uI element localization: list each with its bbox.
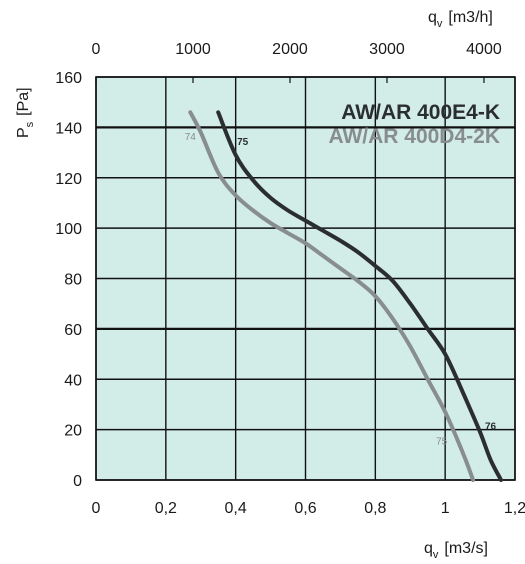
bottom-axis-title: qv [m3/s] [424, 540, 488, 561]
x-tick-label-1: 0,2 [155, 500, 177, 517]
series-lines [188, 110, 503, 482]
point-labels: 74 75 75 76 [185, 132, 497, 448]
top-tick-label-3: 3000 [369, 41, 405, 58]
x-tick-label-0: 0 [92, 500, 101, 517]
y-tick-label-8: 160 [55, 70, 82, 87]
y-tick-label-0: 0 [73, 473, 82, 490]
plot-border [95, 76, 516, 481]
top-tick-label-2: 2000 [272, 41, 308, 58]
series-line-1 [188, 110, 476, 482]
top-tick-label-1: 1000 [175, 41, 211, 58]
top-axis-title-unit: [m3/h] [448, 9, 492, 26]
x-tick-label-2: 0,4 [225, 500, 247, 517]
x-tick-label-6: 1,2 [504, 500, 525, 517]
tick-labels: 0 20 40 60 80 100 120 140 160 0 0,2 0,4 0,6 0,8 1 1,2 0 1… [55, 41, 525, 517]
bottom-axis-title-sub: v [433, 549, 439, 561]
y-tick-label-2: 40 [64, 372, 82, 389]
top-axis-title-symbol: q [428, 9, 437, 26]
bottom-axis-title-unit: [m3/s] [444, 540, 488, 557]
x-tick-label-4: 0,8 [364, 500, 386, 517]
left-axis-title-sub: s [24, 121, 36, 127]
series-0-point-label-1: 76 [485, 422, 497, 433]
legend: AW/AR 400E4-KAW/AR 400D4-2K [328, 101, 500, 148]
y-tick-label-7: 140 [55, 120, 82, 137]
series-line-0 [216, 110, 503, 482]
top-tick-label-4: 4000 [466, 41, 502, 58]
legend-entry-0: AW/AR 400E4-K [341, 101, 500, 124]
series-1-point-label-0: 74 [185, 132, 197, 143]
y-tick-label-5: 100 [55, 221, 82, 238]
y-tick-label-4: 80 [64, 272, 82, 289]
left-axis-title-symbol: P [15, 127, 32, 138]
bottom-axis-title-symbol: q [424, 540, 433, 557]
x-tick-label-3: 0,6 [294, 500, 316, 517]
y-tick-label-6: 120 [55, 171, 82, 188]
legend-entry-1: AW/AR 400D4-2K [328, 125, 500, 148]
top-tick-label-0: 0 [92, 41, 101, 58]
series-1-point-label-1: 75 [436, 437, 448, 448]
left-axis-title-unit: [Pa] [15, 87, 32, 115]
left-axis-title: Ps [Pa] [15, 87, 36, 138]
y-tick-label-3: 60 [64, 322, 82, 339]
x-tick-label-5: 1 [441, 500, 450, 517]
y-tick-label-1: 20 [64, 423, 82, 440]
top-axis-title-sub: v [437, 18, 443, 30]
grid [95, 76, 516, 481]
series-0-point-label-0: 75 [237, 137, 249, 148]
top-axis-title: qv [m3/h] [428, 9, 493, 30]
